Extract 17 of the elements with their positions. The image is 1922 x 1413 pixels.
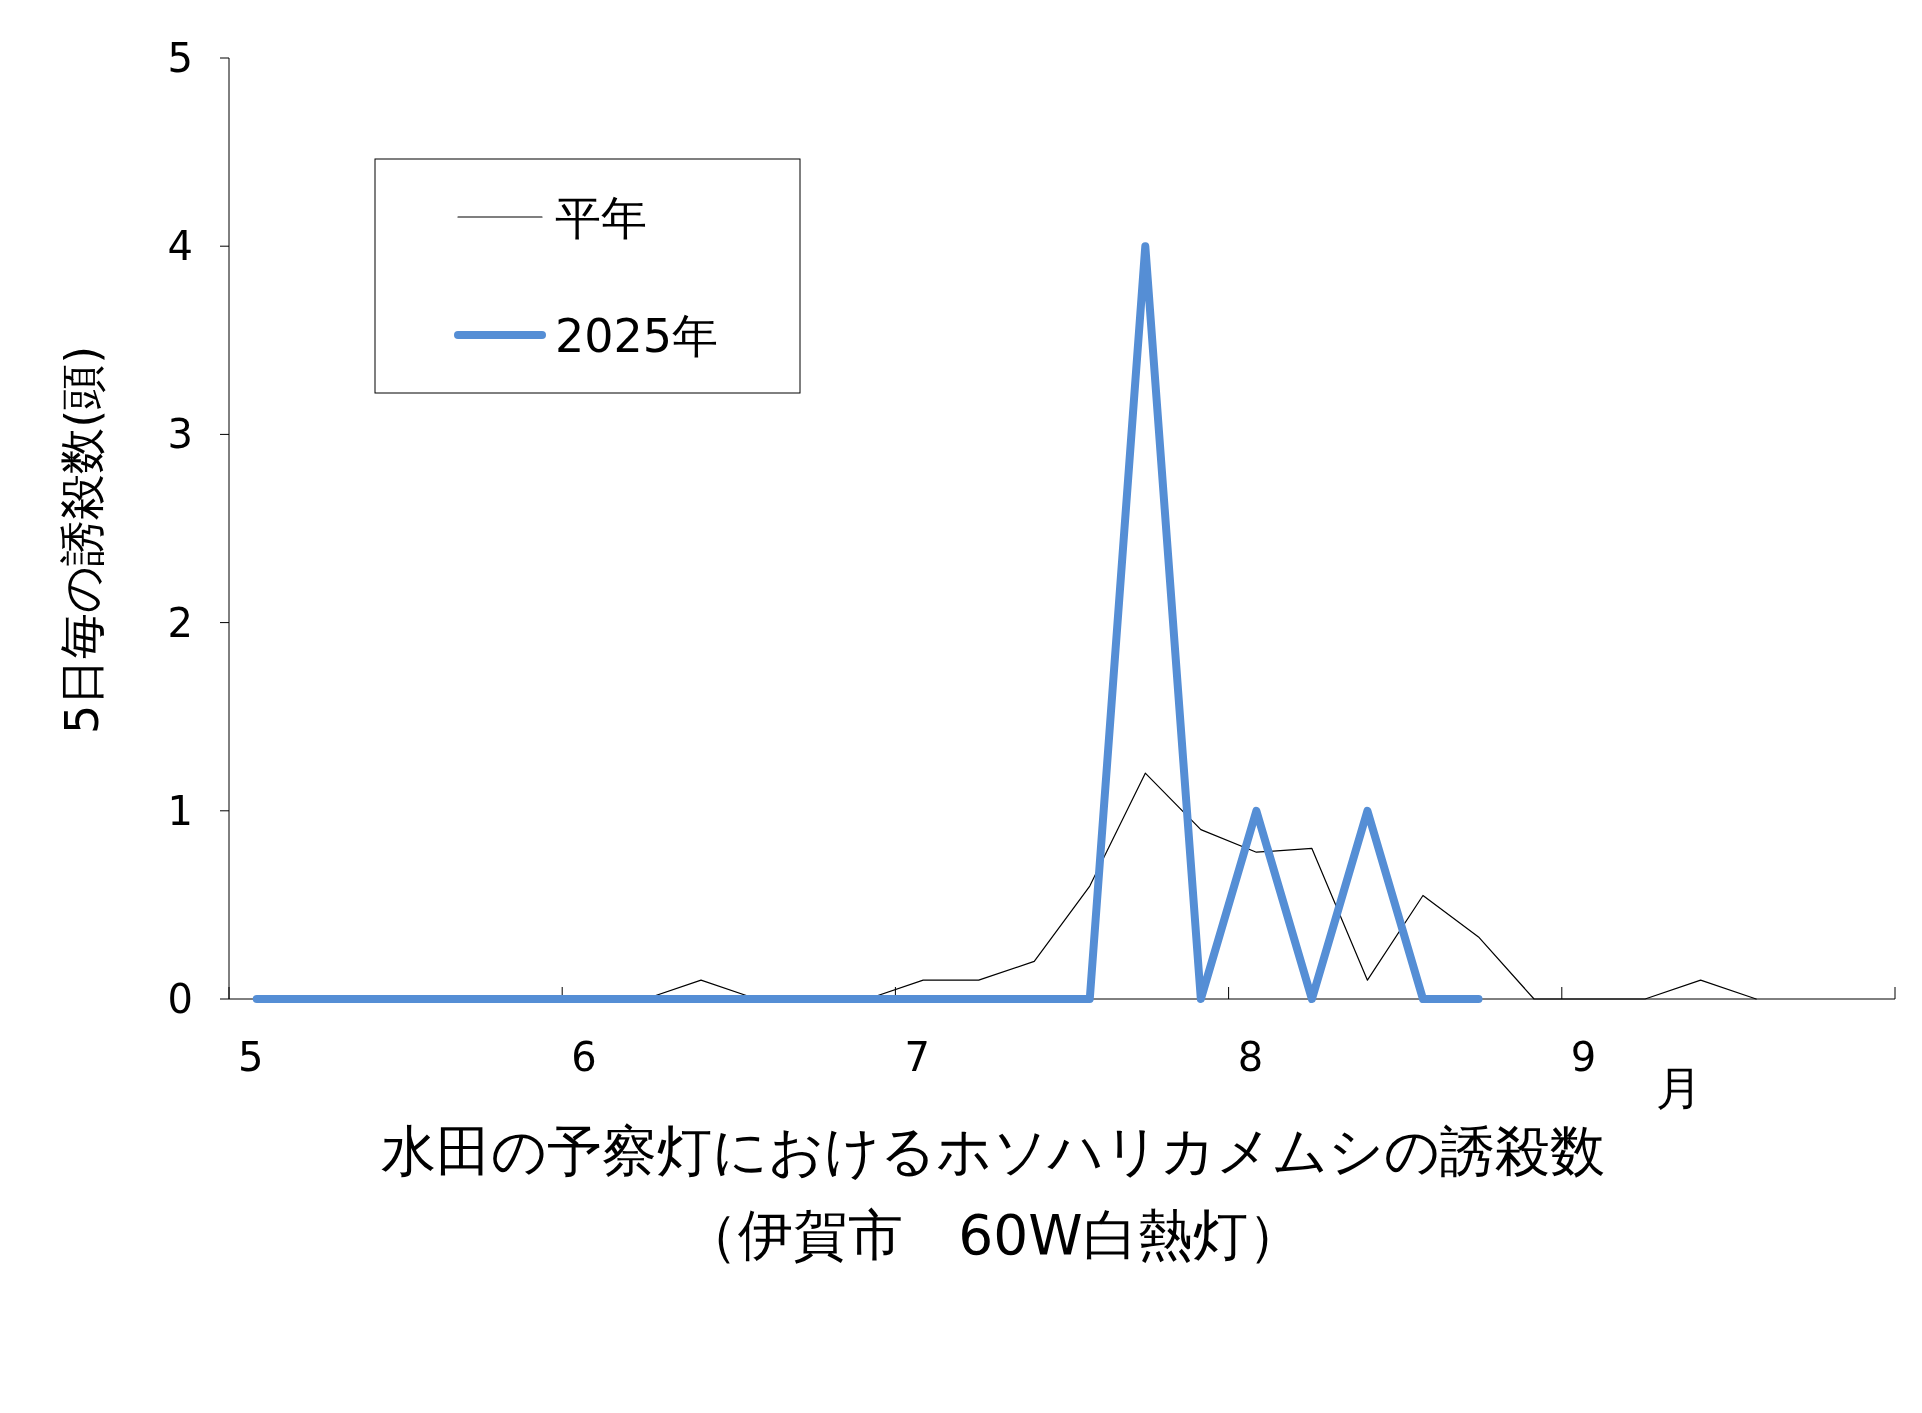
y-tick-label: 0 <box>167 976 193 1022</box>
x-tick-label: 6 <box>571 1034 597 1080</box>
y-tick-label: 2 <box>167 599 193 646</box>
x-tick-label: 8 <box>1237 1034 1264 1080</box>
y-tick-label: 5 <box>167 35 193 81</box>
x-tick-label: 7 <box>904 1034 930 1080</box>
text: 月 <box>1656 1061 1702 1115</box>
y-axis-title: 5日毎の誘殺数(頭) <box>55 345 109 735</box>
x-tick-label: 5 <box>238 1034 264 1080</box>
y-tick-label: 3 <box>167 411 193 458</box>
x-tick-label: 9 <box>1570 1034 1597 1080</box>
legend-label: 平年 <box>555 191 647 245</box>
y-tick-label: 4 <box>167 223 193 270</box>
text: 水田の予察灯におけるホソハリカメムシの誘殺数 <box>381 1119 1605 1183</box>
text: （伊賀市 60W白熱灯） <box>683 1203 1303 1267</box>
y-tick-label: 1 <box>167 787 193 834</box>
legend-label: 2025年 <box>555 309 719 363</box>
